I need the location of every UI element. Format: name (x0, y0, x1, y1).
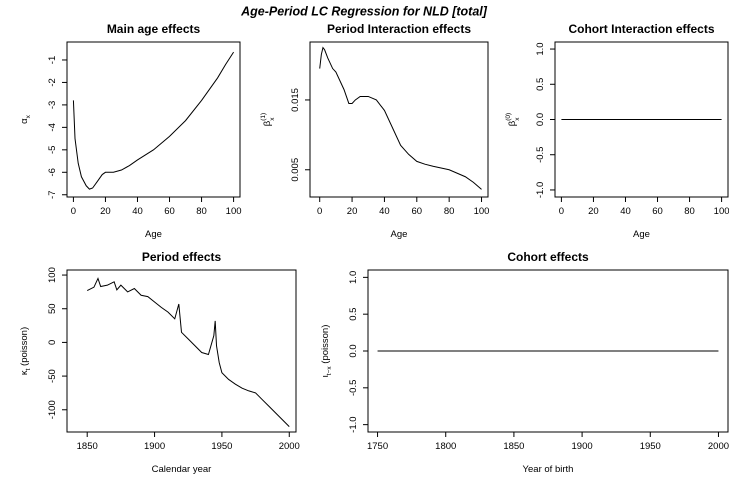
y-tick-label: 0.5 (348, 308, 359, 321)
y-axis-label: β(1) x (260, 113, 276, 126)
y-tick-label: -50 (47, 369, 58, 383)
y-tick-label: -6 (47, 168, 58, 176)
x-tick-label: 40 (132, 206, 143, 217)
x-tick-label: 0 (559, 206, 564, 217)
y-axis-label: αx (19, 114, 32, 124)
y-tick-label: 50 (47, 303, 58, 314)
x-tick-label: 80 (684, 206, 695, 217)
x-tick-label: 100 (226, 206, 242, 217)
plot-frame (66, 269, 297, 433)
x-tick-label: 1850 (503, 441, 524, 452)
x-axis-label: Age (145, 229, 162, 240)
plot-frame (66, 41, 241, 198)
y-tick-label: -4 (47, 123, 58, 131)
panel: Period Interaction effects Age β(1) x 0 20 40 6… (260, 22, 489, 240)
x-tick-label: 20 (588, 206, 599, 217)
y-axis-label-sub: x (269, 117, 276, 121)
x-tick-label: 100 (714, 206, 729, 217)
x-tick-label: 60 (164, 206, 175, 217)
y-tick-label: -1.0 (348, 416, 359, 432)
y-axis-label: ιt−x (poisson) (320, 325, 333, 378)
x-tick-label: 100 (474, 206, 490, 217)
y-axis-label-sub: t (25, 368, 32, 370)
x-tick-label: 1950 (640, 441, 661, 452)
x-tick-label: 1750 (367, 441, 388, 452)
x-tick-label: 0 (71, 206, 76, 217)
y-tick-label: -5 (47, 146, 58, 154)
y-tick-label: 0.5 (535, 78, 546, 91)
x-tick-label: 60 (412, 206, 423, 217)
x-tick-label: 60 (652, 206, 663, 217)
panel-title: Period Interaction effects (327, 22, 471, 36)
x-tick-label: 2000 (708, 441, 729, 452)
y-tick-label: -0.5 (348, 380, 359, 396)
data-line (86, 277, 290, 427)
x-axis-label: Age (391, 229, 408, 240)
panel-title: Cohort effects (507, 250, 589, 264)
panel: Cohort Interaction effects Age β(0) x 0 20 40 6… (505, 22, 729, 240)
y-axis-label-sup: (1) (260, 113, 267, 121)
y-axis-label-suffix: (poisson) (320, 325, 331, 367)
y-tick-label: 0.015 (290, 88, 301, 112)
x-tick-label: 0 (317, 206, 322, 217)
plot-frame (554, 41, 729, 198)
y-axis-label-sub: t−x (326, 366, 333, 376)
y-axis-label-sub: x (25, 114, 32, 118)
y-axis-label-sup: (0) (505, 113, 512, 121)
y-axis-label-sub: x (514, 117, 521, 121)
x-axis-label: Age (633, 229, 650, 240)
x-axis-label: Year of birth (523, 464, 574, 475)
y-axis-label-symbol: κ (19, 370, 30, 375)
plot-frame (367, 269, 729, 433)
x-tick-label: 1800 (435, 441, 456, 452)
x-tick-label: 1900 (144, 441, 165, 452)
panel: Period effects Calendar year κt (poisson) 1… (19, 250, 300, 475)
x-tick-label: 20 (347, 206, 358, 217)
data-line (72, 51, 235, 190)
x-tick-label: 2000 (279, 441, 300, 452)
x-tick-label: 80 (444, 206, 455, 217)
y-axis-label-symbol: ι (320, 375, 331, 377)
y-tick-label: -7 (47, 191, 58, 199)
y-tick-label: 0.0 (535, 113, 546, 126)
x-tick-label: 1950 (211, 441, 232, 452)
y-tick-label: 1.0 (348, 271, 359, 284)
panel-title: Period effects (142, 250, 222, 264)
x-tick-label: 1900 (572, 441, 593, 452)
panel-title: Main age effects (107, 22, 201, 36)
y-tick-label: -100 (47, 400, 58, 419)
y-tick-label: -2 (47, 78, 58, 86)
x-tick-label: 20 (100, 206, 111, 217)
y-tick-label: 0.0 (348, 344, 359, 357)
y-axis-label: κt (poisson) (19, 327, 32, 375)
y-tick-label: -1.0 (535, 182, 546, 198)
y-axis-label-symbol: β (507, 120, 518, 126)
panel: Main age effects Age αx 0 20 40 60 80 100 -7 -6 -5 -… (19, 22, 242, 240)
panel: Cohort effects Year of birth ιt−x (poisson… (320, 250, 729, 475)
panel-title: Cohort Interaction effects (568, 22, 714, 36)
y-tick-label: 100 (47, 267, 58, 283)
y-tick-label: -3 (47, 101, 58, 109)
plot-frame (309, 41, 489, 198)
main-title: Age-Period LC Regression for NLD [total] (240, 4, 488, 18)
y-axis-label-symbol: β (262, 120, 273, 126)
y-tick-label: 1.0 (535, 42, 546, 55)
x-tick-label: 40 (620, 206, 631, 217)
x-tick-label: 80 (196, 206, 207, 217)
data-line (319, 46, 482, 190)
y-tick-label: 0 (47, 340, 58, 345)
x-tick-label: 1850 (77, 441, 98, 452)
y-tick-label: -1 (47, 56, 58, 64)
x-axis-label: Calendar year (152, 464, 212, 475)
y-axis-label-symbol: α (19, 118, 30, 124)
y-tick-label: 0.005 (290, 158, 301, 182)
y-axis-label-suffix: (poisson) (19, 327, 30, 369)
y-axis-label: β(0) x (505, 113, 521, 126)
y-tick-label: -0.5 (535, 147, 546, 163)
x-tick-label: 40 (379, 206, 390, 217)
